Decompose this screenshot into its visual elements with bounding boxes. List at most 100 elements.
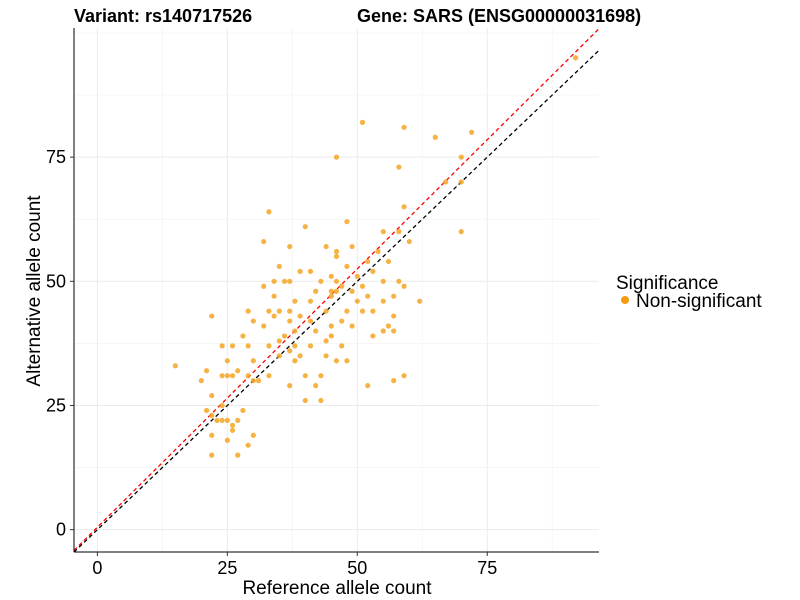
data-point	[235, 452, 241, 458]
data-point	[214, 417, 220, 423]
data-point	[401, 124, 407, 130]
y-axis-ticks: 0 25 50 75	[46, 147, 74, 540]
data-point	[224, 417, 230, 423]
data-point	[229, 373, 236, 379]
data-point	[443, 179, 449, 185]
x-tick-label: 25	[217, 558, 237, 578]
data-point	[401, 373, 407, 379]
data-point	[297, 268, 303, 274]
data-point	[349, 243, 355, 250]
data-point	[307, 268, 314, 274]
data-point	[219, 373, 225, 379]
data-point	[235, 368, 241, 374]
data-point	[323, 243, 329, 250]
data-point	[271, 293, 277, 299]
data-point	[391, 328, 397, 334]
chart-title-gene: Gene: SARS (ENSG00000031698)	[357, 6, 641, 26]
data-point	[229, 427, 236, 433]
data-point	[359, 283, 366, 289]
data-point	[323, 353, 329, 359]
data-point	[250, 358, 256, 364]
data-point	[245, 373, 251, 379]
data-point	[385, 323, 392, 329]
data-point	[313, 328, 319, 334]
legend-label-non-significant: Non-significant	[636, 291, 762, 312]
data-point	[224, 358, 230, 364]
x-tick-label: 50	[347, 558, 367, 578]
data-point	[344, 219, 350, 225]
data-point	[396, 278, 402, 284]
data-point	[365, 258, 371, 265]
data-point	[250, 318, 256, 324]
data-point	[354, 273, 360, 279]
data-point	[385, 258, 392, 265]
data-point	[318, 278, 324, 284]
data-point	[281, 278, 288, 284]
regression-line	[73, 28, 600, 551]
data-point	[271, 278, 277, 284]
y-tick-label: 50	[46, 271, 66, 291]
data-point	[318, 373, 324, 379]
data-point	[209, 412, 215, 419]
data-point	[323, 308, 329, 314]
x-axis-title: Reference allele count	[242, 578, 432, 599]
data-point	[333, 248, 340, 255]
data-point	[307, 298, 314, 304]
data-point	[333, 358, 340, 364]
data-point	[318, 397, 324, 404]
data-point	[287, 278, 293, 284]
data-point	[276, 308, 282, 314]
data-point	[333, 253, 340, 260]
data-point	[302, 397, 308, 404]
data-point	[219, 343, 225, 349]
data-point	[240, 407, 246, 414]
data-point	[203, 368, 210, 374]
data-point	[328, 273, 334, 279]
data-point	[313, 288, 319, 294]
identity-line	[73, 49, 600, 553]
data-point	[339, 343, 345, 349]
data-point	[276, 338, 282, 344]
y-tick-label: 75	[46, 147, 66, 167]
data-point	[344, 263, 350, 270]
data-point	[401, 204, 407, 210]
data-point	[266, 308, 272, 314]
data-point	[328, 293, 334, 299]
data-point	[333, 154, 340, 160]
data-point	[266, 343, 272, 349]
data-point	[266, 209, 272, 215]
data-point	[458, 154, 464, 160]
data-point	[287, 383, 293, 389]
data-point	[432, 134, 438, 140]
x-axis-ticks: 0 25 50 75	[92, 552, 497, 578]
reference-lines	[73, 28, 600, 553]
x-tick-label: 0	[92, 558, 102, 578]
data-points	[172, 55, 579, 458]
data-point	[219, 417, 225, 423]
data-point	[307, 318, 314, 324]
data-point	[359, 308, 366, 314]
data-point	[333, 278, 340, 284]
data-point	[235, 417, 241, 423]
y-axis-title: Alternative allele count	[24, 195, 45, 387]
chart-title-variant: Variant: rs140717526	[74, 6, 252, 26]
y-tick-label: 0	[56, 520, 66, 540]
data-point	[209, 432, 215, 438]
data-point	[224, 437, 230, 443]
legend: Significance Non-significant	[616, 273, 762, 312]
data-point	[328, 288, 334, 294]
data-point	[287, 308, 293, 314]
data-point	[380, 298, 386, 304]
data-point	[339, 318, 345, 324]
data-point	[292, 358, 298, 364]
data-point	[349, 288, 355, 294]
data-point	[344, 358, 350, 364]
data-point	[245, 442, 251, 448]
data-point	[209, 392, 215, 399]
data-point	[292, 298, 298, 304]
data-point	[261, 238, 267, 245]
data-point	[380, 328, 386, 334]
data-point	[209, 452, 215, 458]
data-point	[365, 383, 371, 389]
data-point	[307, 343, 314, 349]
